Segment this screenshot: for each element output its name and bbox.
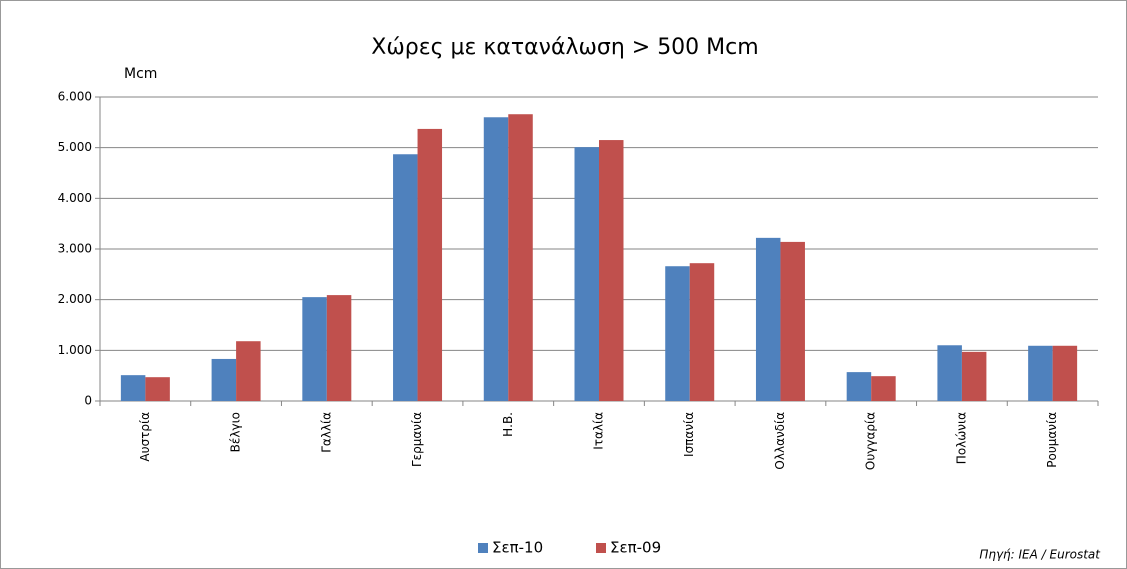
bar bbox=[417, 128, 443, 402]
bar bbox=[508, 114, 533, 401]
y-tick-label: 5.000 bbox=[58, 140, 92, 154]
bar bbox=[211, 358, 237, 401]
bar bbox=[483, 117, 509, 402]
bar bbox=[145, 377, 170, 401]
y-tick-label: 0 bbox=[84, 394, 92, 408]
y-tick-label: 1.000 bbox=[58, 343, 92, 357]
bar bbox=[236, 341, 261, 401]
y-tick-label: 4.000 bbox=[58, 191, 92, 205]
bar bbox=[937, 345, 962, 401]
bar bbox=[780, 241, 805, 401]
y-tick-label: 3.000 bbox=[58, 242, 92, 256]
legend-label: Σεπ-10 bbox=[492, 539, 543, 557]
y-tick-label: 2.000 bbox=[58, 292, 92, 306]
bar bbox=[599, 140, 624, 402]
bar bbox=[665, 266, 690, 401]
bar bbox=[574, 147, 599, 401]
bar bbox=[689, 263, 715, 401]
x-tick-label: Ρουμανία bbox=[1045, 412, 1059, 468]
x-tick-label: Γαλλία bbox=[319, 412, 333, 453]
legend-swatch bbox=[596, 543, 606, 553]
bar bbox=[846, 372, 872, 401]
bar bbox=[755, 237, 781, 401]
x-tick-label: Ισπανία bbox=[682, 412, 696, 457]
bar bbox=[871, 376, 896, 401]
bar bbox=[961, 351, 987, 401]
bar bbox=[393, 154, 418, 401]
bar bbox=[302, 297, 327, 401]
x-tick-label: Πολώνια bbox=[954, 412, 968, 464]
x-tick-label: Αυστρία bbox=[138, 412, 152, 462]
legend-swatch bbox=[478, 543, 488, 553]
legend-label: Σεπ-09 bbox=[610, 539, 661, 557]
bar bbox=[326, 295, 352, 401]
y-tick-label: 6.000 bbox=[58, 90, 92, 104]
bar bbox=[1028, 345, 1053, 401]
x-tick-label: Ουγγαρία bbox=[864, 412, 878, 470]
source-note: Πηγή: IEA / Eurostat bbox=[979, 548, 1101, 562]
x-tick-label: Η.Β. bbox=[501, 412, 515, 437]
bar bbox=[1052, 345, 1078, 401]
x-tick-label: Ολλανδία bbox=[773, 412, 787, 470]
x-tick-label: Γερμανία bbox=[410, 412, 424, 467]
x-tick-label: Ιταλία bbox=[592, 412, 606, 450]
bar bbox=[120, 375, 146, 401]
x-tick-label: Βέλγιο bbox=[229, 412, 243, 452]
chart-title: Χώρες με κατανάλωση > 500 Mcm bbox=[371, 35, 758, 60]
y-axis-label: Mcm bbox=[124, 66, 157, 82]
